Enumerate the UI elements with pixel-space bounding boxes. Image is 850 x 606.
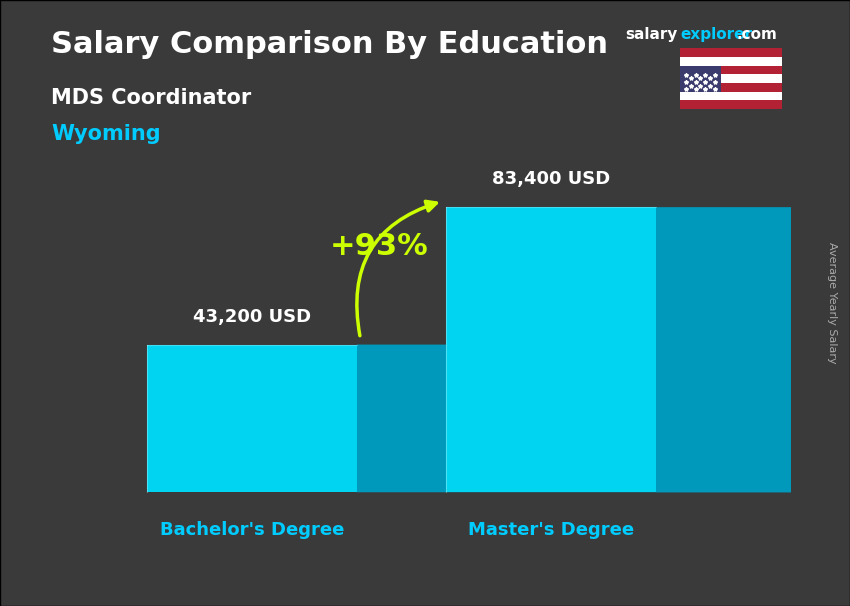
Bar	[680, 101, 782, 109]
FancyBboxPatch shape	[446, 207, 656, 492]
Polygon shape	[656, 188, 850, 492]
Polygon shape	[446, 188, 850, 207]
Bar	[680, 66, 721, 92]
Text: explorer: explorer	[680, 27, 752, 42]
Text: +93%: +93%	[330, 231, 428, 261]
Bar	[680, 75, 782, 83]
Bar	[680, 66, 782, 75]
Bar	[680, 92, 782, 101]
Text: Average Yearly Salary: Average Yearly Salary	[827, 242, 837, 364]
Bar	[680, 48, 782, 57]
Text: Salary Comparison By Education: Salary Comparison By Education	[51, 30, 608, 59]
Text: 83,400 USD: 83,400 USD	[492, 170, 610, 188]
Text: Master's Degree: Master's Degree	[468, 521, 634, 539]
Polygon shape	[357, 326, 850, 492]
Text: .com: .com	[737, 27, 778, 42]
Text: salary: salary	[625, 27, 677, 42]
Bar	[680, 57, 782, 66]
Text: Bachelor's Degree: Bachelor's Degree	[160, 521, 344, 539]
FancyBboxPatch shape	[147, 345, 357, 492]
Polygon shape	[147, 326, 850, 345]
Bar	[680, 83, 782, 92]
Text: MDS Coordinator: MDS Coordinator	[51, 88, 252, 108]
Text: Wyoming: Wyoming	[51, 124, 161, 144]
Text: 43,200 USD: 43,200 USD	[193, 308, 311, 326]
